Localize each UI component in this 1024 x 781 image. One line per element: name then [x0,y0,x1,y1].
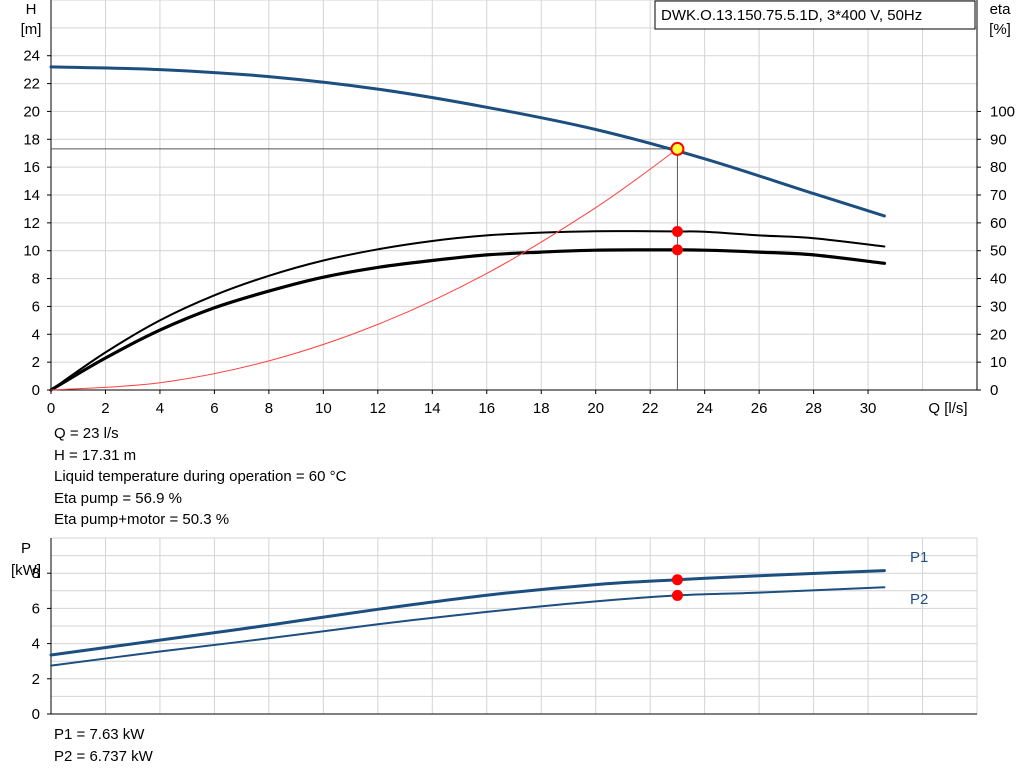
x-tick-label: 22 [642,400,659,417]
eta-pump-curve [50,230,886,391]
x-tick-label: 12 [369,400,386,417]
eta-pump-motor-curve [49,248,886,392]
eta-tick-label: 70 [990,187,1007,204]
x-tick-label: 26 [751,400,768,417]
x-tick-label: 4 [156,400,164,417]
power-tick-label: 0 [32,706,40,723]
head-tick-label: 10 [23,243,40,260]
power-axis-label-symbol: P [21,540,31,557]
liquid-temperature-readout: Liquid temperature during operation = 60… [54,468,347,485]
head-tick-label: 18 [23,131,40,148]
eta-tick-label: 60 [990,215,1007,232]
eta-tick-label: 20 [990,326,1007,343]
x-tick-label: 14 [424,400,441,417]
x-tick-label: 2 [101,400,109,417]
power-chart-grid [50,537,978,715]
head-tick-label: 20 [23,103,40,120]
eta-pump-motor-readout: Eta pump+motor = 50.3 % [54,511,230,528]
operating-point-readout: Q = 23 l/s H = 17.31 m Liquid temperatur… [54,423,346,531]
pump-model-title: DWK.O.13.150.75.5.1D, 3*400 V, 50Hz [661,7,922,24]
head-tick-label: 12 [23,215,40,232]
operating-point-eta-pump-marker [671,225,683,237]
p1-readout: P1 = 7.63 kW [54,726,145,743]
x-tick-label: 28 [805,400,822,417]
head-tick-label: 14 [23,187,40,204]
head-tick-label: 4 [32,326,40,343]
flow-axis-label: Q [l/s] [928,400,967,417]
p1-series-label: P1 [910,549,928,566]
operating-point-p1-marker [671,574,683,586]
head-axis-label-symbol: H [26,1,37,18]
head-tick-label: 2 [32,354,40,371]
x-tick-label: 0 [47,400,55,417]
p2-readout: P2 = 6.737 kW [54,747,153,765]
operating-point-p2-marker [671,589,683,601]
eta-tick-label: 80 [990,159,1007,176]
p2-series-label: P2 [910,591,928,608]
eta-axis-label-symbol: eta [990,1,1012,18]
eta-pump-readout: Eta pump = 56.9 % [54,489,182,507]
head-tick-label: 8 [32,271,40,288]
curves [49,65,886,667]
head-tick-label: 16 [23,159,40,176]
x-tick-label: 6 [210,400,218,417]
eta-tick-label: 40 [990,271,1007,288]
power-tick-label: 8 [32,565,40,582]
eta-tick-label: 0 [990,382,998,399]
operating-point-eta-pump-motor-marker [671,244,683,256]
system-curve-curve [50,148,678,391]
power-readout: P1 = 7.63 kW P2 = 6.737 kW [54,724,153,767]
operating-point-head-marker [670,141,685,156]
p1-curve [49,569,886,657]
x-tick-label: 16 [478,400,495,417]
head-tick-label: 6 [32,298,40,315]
p2-curve [50,586,886,667]
operating-point-markers [670,141,685,601]
x-tick-label: 8 [265,400,273,417]
tick-labels: 0 2 4 6 8 10 12 14 16 18 20 22 24 26 28 300246810121416… [23,48,1015,723]
power-tick-label: 6 [32,600,40,617]
x-tick-label: 24 [696,400,713,417]
title-box [654,0,976,30]
flow-readout: Q = 23 l/s [54,425,119,442]
head-curve [49,65,886,218]
eta-axis-label-unit: [%] [989,21,1011,38]
power-tick-label: 2 [32,671,40,688]
head-tick-label: 0 [32,382,40,399]
x-tick-label: 20 [587,400,604,417]
x-tick-label: 10 [315,400,332,417]
head-readout: H = 17.31 m [54,446,137,464]
head-tick-label: 24 [23,48,40,65]
head-tick-label: 22 [23,76,40,93]
head-chart-grid [50,0,978,391]
chart-axes [50,0,978,715]
x-tick-label: 18 [533,400,550,417]
eta-tick-label: 10 [990,354,1007,371]
x-tick-label: 30 [860,400,877,417]
power-tick-label: 4 [32,636,40,653]
power-axis-label-unit: [kW] [11,562,41,579]
eta-tick-label: 30 [990,298,1007,315]
eta-tick-label: 90 [990,131,1007,148]
eta-tick-label: 50 [990,243,1007,260]
head-axis-label-unit: [m] [21,21,42,38]
eta-tick-label: 100 [990,103,1015,120]
